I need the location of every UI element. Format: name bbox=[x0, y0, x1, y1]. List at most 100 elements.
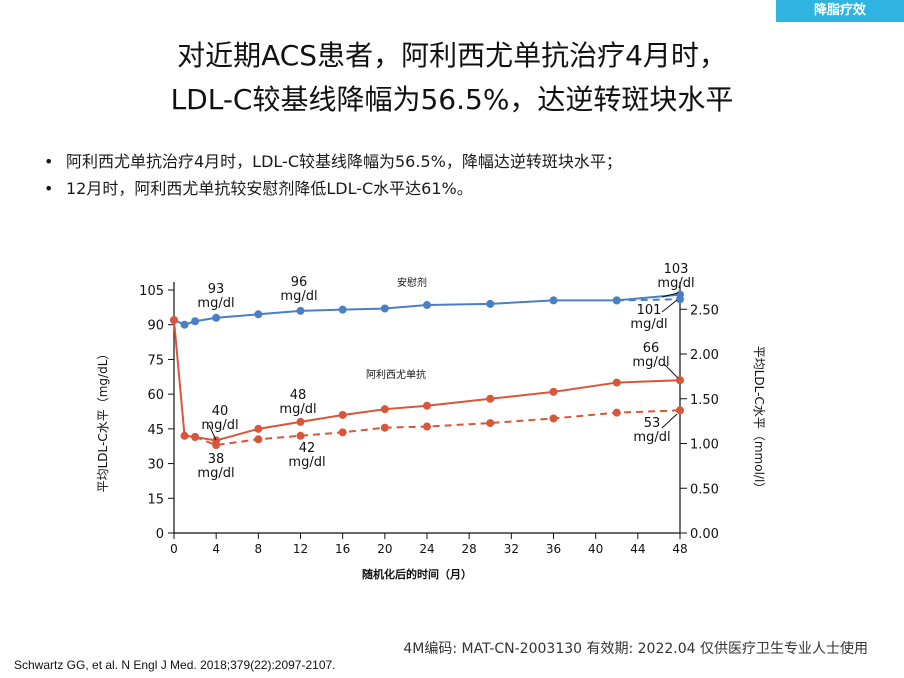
y-tick-label-left: 105 bbox=[139, 284, 164, 299]
data-point bbox=[676, 376, 684, 385]
annotation-label: 101 bbox=[637, 303, 662, 318]
x-tick-label: 16 bbox=[335, 542, 350, 556]
data-point bbox=[380, 423, 389, 432]
footer-code: 4M编码: MAT-CN-2003130 有效期: 2022.04 仅供医疗卫生… bbox=[403, 641, 868, 657]
x-tick-label: 36 bbox=[546, 542, 561, 556]
y-tick-label-left: 75 bbox=[147, 353, 164, 368]
annotation-label: mg/dl bbox=[279, 402, 316, 417]
data-point bbox=[612, 408, 621, 417]
data-point bbox=[338, 305, 347, 314]
data-point bbox=[254, 424, 263, 433]
bullet-item: 阿利西尤单抗治疗4月时，LDL-C较基线降幅为56.5%，降幅达逆转斑块水平； bbox=[40, 148, 890, 175]
x-tick-label: 20 bbox=[377, 542, 392, 556]
data-point bbox=[191, 317, 200, 326]
x-tick-label: 4 bbox=[212, 542, 220, 556]
data-point bbox=[423, 301, 431, 310]
y-tick-label-left: 60 bbox=[147, 388, 164, 403]
annotation-label: 103 bbox=[664, 262, 689, 277]
annotation-label: 38 bbox=[208, 452, 225, 467]
citation: Schwartz GG, et al. N Engl J Med. 2018;3… bbox=[14, 658, 336, 672]
x-tick-label: 0 bbox=[170, 542, 178, 556]
x-axis-label: 随机化后的时间（月） bbox=[362, 567, 472, 581]
y-axis-label-right: 平均LDL-C水平（mmol/l） bbox=[752, 346, 766, 495]
y-tick-label-right: 1.50 bbox=[690, 393, 719, 408]
data-point bbox=[423, 422, 431, 431]
data-point bbox=[254, 435, 263, 444]
annotation-label: mg/dl bbox=[201, 418, 238, 433]
title-line-2: LDL-C较基线降幅为56.5%，达逆转斑块水平 bbox=[170, 83, 734, 116]
y-tick-label-left: 30 bbox=[147, 458, 164, 473]
data-point bbox=[486, 419, 495, 428]
data-point bbox=[180, 431, 189, 440]
annotation-label: mg/dl bbox=[197, 296, 234, 311]
data-point bbox=[486, 299, 495, 308]
data-point bbox=[676, 295, 684, 304]
chart-axes: 0 15 30 45 60 75 90 105 0.00 0.50 1.00 1.50 2.00 2.50… bbox=[96, 282, 766, 581]
annotation-label: mg/dl bbox=[197, 466, 234, 481]
x-tick-label: 40 bbox=[588, 542, 603, 556]
annotation-label: 96 bbox=[291, 275, 308, 290]
series-label-alirocumab: 阿利西尤单抗 bbox=[366, 368, 426, 381]
y-tick-label-left: 45 bbox=[147, 423, 164, 438]
x-tick-label: 24 bbox=[419, 542, 434, 556]
x-tick-label: 48 bbox=[672, 542, 687, 556]
data-point bbox=[191, 432, 200, 441]
chart-series bbox=[170, 290, 684, 450]
x-tick-label: 8 bbox=[255, 542, 263, 556]
y-tick-label-right: 0.00 bbox=[690, 527, 719, 542]
data-point bbox=[212, 441, 221, 450]
data-point bbox=[549, 387, 558, 396]
data-point bbox=[338, 428, 347, 437]
data-point bbox=[170, 316, 178, 325]
annotation-label: mg/dl bbox=[657, 276, 694, 291]
series-label-placebo: 安慰剂 bbox=[397, 276, 427, 289]
annotation-label: mg/dl bbox=[630, 317, 667, 332]
data-point bbox=[338, 410, 347, 419]
data-point bbox=[612, 296, 621, 305]
y-tick-label-right: 2.00 bbox=[690, 348, 719, 363]
annotation-label: mg/dl bbox=[632, 355, 669, 370]
y-tick-label-left: 90 bbox=[147, 319, 164, 334]
section-tag: 降脂疗效 bbox=[776, 0, 904, 22]
bullet-list: 阿利西尤单抗治疗4月时，LDL-C较基线降幅为56.5%，降幅达逆转斑块水平； … bbox=[40, 148, 890, 202]
annotation-label: 93 bbox=[208, 282, 225, 297]
bullet-item: 12月时，阿利西尤单抗较安慰剂降低LDL-C水平达61%。 bbox=[40, 175, 890, 202]
data-point bbox=[676, 406, 684, 415]
annotation-leader bbox=[661, 292, 679, 298]
y-tick-label-left: 0 bbox=[156, 527, 164, 542]
x-tick-label: 44 bbox=[630, 542, 645, 556]
data-point bbox=[423, 401, 431, 410]
data-point bbox=[212, 313, 221, 322]
data-point bbox=[612, 378, 621, 387]
annotation-leader bbox=[664, 364, 679, 379]
series-line bbox=[173, 319, 681, 442]
data-point bbox=[486, 394, 495, 403]
annotation-label: 48 bbox=[290, 388, 307, 403]
data-point bbox=[296, 431, 305, 440]
data-point bbox=[549, 296, 558, 305]
y-tick-label-right: 2.50 bbox=[690, 303, 719, 318]
series-line-dashed bbox=[616, 298, 681, 302]
data-point bbox=[180, 320, 189, 329]
y-tick-label-right: 0.50 bbox=[690, 482, 719, 497]
annotation-leader bbox=[661, 299, 678, 313]
page-title: 对近期ACS患者，阿利西尤单抗治疗4月时， LDL-C较基线降幅为56.5%，达… bbox=[0, 34, 904, 122]
chart-annotations: 安慰剂阿利西尤单抗93mg/dl96mg/dl103mg/dl101mg/dl4… bbox=[197, 262, 694, 481]
data-point bbox=[254, 310, 263, 319]
title-line-1: 对近期ACS患者，阿利西尤单抗治疗4月时， bbox=[177, 39, 727, 72]
x-tick-label: 32 bbox=[504, 542, 519, 556]
x-tick-label: 28 bbox=[462, 542, 477, 556]
data-point bbox=[380, 405, 389, 414]
annotation-label: 42 bbox=[299, 441, 316, 456]
y-tick-label-left: 15 bbox=[147, 492, 164, 507]
series-line bbox=[173, 293, 681, 326]
data-point bbox=[549, 414, 558, 423]
annotation-label: mg/dl bbox=[288, 455, 325, 470]
annotation-label: 66 bbox=[643, 341, 660, 356]
annotation-label: mg/dl bbox=[633, 430, 670, 445]
annotation-label: 40 bbox=[212, 404, 229, 419]
annotation-label: 53 bbox=[644, 416, 661, 431]
annotation-leader bbox=[208, 424, 217, 441]
annotation-leader bbox=[661, 413, 678, 429]
annotation-label: mg/dl bbox=[280, 289, 317, 304]
